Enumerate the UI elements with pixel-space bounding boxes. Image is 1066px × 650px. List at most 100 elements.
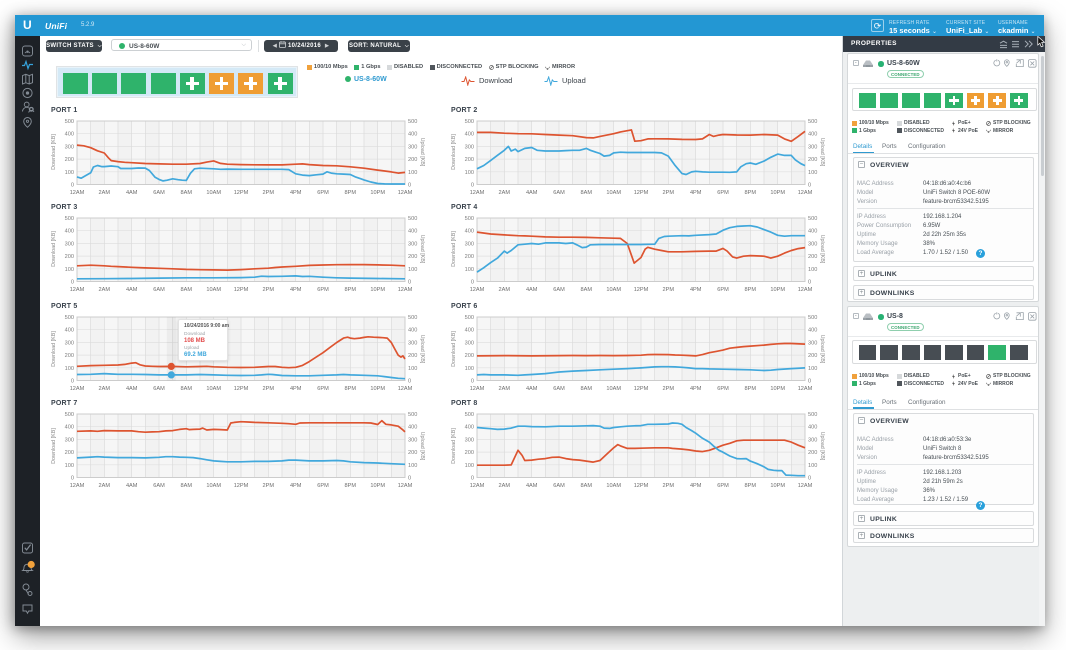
svg-text:12AM: 12AM: [69, 287, 84, 293]
svg-text:6AM: 6AM: [553, 386, 565, 392]
svg-text:0: 0: [470, 476, 473, 482]
svg-text:500: 500: [464, 119, 473, 125]
svg-text:300: 300: [808, 437, 817, 443]
svg-text:400: 400: [64, 425, 73, 431]
svg-text:4PM: 4PM: [689, 190, 701, 196]
svg-text:300: 300: [408, 340, 417, 346]
svg-text:8AM: 8AM: [580, 190, 592, 196]
svg-text:4PM: 4PM: [689, 287, 701, 293]
svg-text:12AM: 12AM: [397, 483, 412, 489]
svg-text:100: 100: [64, 463, 73, 469]
svg-text:8AM: 8AM: [180, 386, 192, 392]
svg-text:6AM: 6AM: [153, 287, 165, 293]
svg-text:0: 0: [70, 379, 73, 385]
svg-text:8PM: 8PM: [344, 287, 356, 293]
svg-text:12PM: 12PM: [633, 386, 648, 392]
svg-text:6PM: 6PM: [717, 190, 729, 196]
svg-text:200: 200: [464, 450, 473, 456]
svg-text:10PM: 10PM: [370, 190, 385, 196]
svg-text:10PM: 10PM: [770, 483, 785, 489]
svg-text:200: 200: [64, 353, 73, 359]
svg-text:10PM: 10PM: [370, 483, 385, 489]
svg-text:100: 100: [408, 169, 417, 175]
svg-text:2PM: 2PM: [662, 483, 674, 489]
svg-text:2PM: 2PM: [262, 287, 274, 293]
svg-text:10AM: 10AM: [606, 287, 621, 293]
svg-text:100: 100: [408, 463, 417, 469]
svg-text:12AM: 12AM: [797, 483, 812, 489]
svg-text:400: 400: [408, 131, 417, 137]
svg-text:6PM: 6PM: [317, 190, 329, 196]
svg-text:10AM: 10AM: [606, 190, 621, 196]
svg-text:500: 500: [464, 412, 473, 418]
svg-text:200: 200: [808, 157, 817, 163]
svg-text:500: 500: [64, 315, 73, 321]
svg-text:12AM: 12AM: [397, 190, 412, 196]
svg-text:8AM: 8AM: [180, 190, 192, 196]
svg-text:200: 200: [408, 353, 417, 359]
svg-text:200: 200: [408, 450, 417, 456]
svg-text:200: 200: [408, 157, 417, 163]
svg-text:6AM: 6AM: [153, 483, 165, 489]
svg-text:8PM: 8PM: [744, 483, 756, 489]
svg-text:500: 500: [408, 412, 417, 418]
svg-text:10AM: 10AM: [206, 386, 221, 392]
svg-text:2PM: 2PM: [662, 287, 674, 293]
svg-text:400: 400: [408, 328, 417, 334]
svg-text:0: 0: [808, 182, 811, 188]
svg-text:4PM: 4PM: [289, 190, 301, 196]
svg-text:4AM: 4AM: [125, 287, 137, 293]
svg-text:100: 100: [464, 266, 473, 272]
svg-text:4PM: 4PM: [289, 287, 301, 293]
svg-text:200: 200: [64, 450, 73, 456]
svg-text:4AM: 4AM: [525, 483, 537, 489]
svg-text:8AM: 8AM: [180, 483, 192, 489]
svg-text:500: 500: [64, 216, 73, 222]
svg-text:100: 100: [64, 169, 73, 175]
svg-text:500: 500: [464, 216, 473, 222]
svg-text:6PM: 6PM: [317, 386, 329, 392]
svg-text:12AM: 12AM: [797, 190, 812, 196]
svg-text:300: 300: [464, 340, 473, 346]
svg-text:4PM: 4PM: [689, 483, 701, 489]
svg-text:400: 400: [464, 328, 473, 334]
svg-text:400: 400: [64, 228, 73, 234]
svg-text:0: 0: [408, 379, 411, 385]
svg-text:2PM: 2PM: [262, 386, 274, 392]
svg-text:4PM: 4PM: [689, 386, 701, 392]
svg-text:300: 300: [464, 144, 473, 150]
svg-text:500: 500: [408, 216, 417, 222]
svg-text:2PM: 2PM: [262, 483, 274, 489]
svg-text:6PM: 6PM: [717, 287, 729, 293]
svg-text:2AM: 2AM: [498, 386, 510, 392]
svg-text:2AM: 2AM: [498, 190, 510, 196]
svg-text:12AM: 12AM: [469, 190, 484, 196]
svg-text:400: 400: [464, 228, 473, 234]
svg-text:100: 100: [64, 366, 73, 372]
svg-text:0: 0: [470, 182, 473, 188]
svg-text:100: 100: [808, 463, 817, 469]
svg-text:400: 400: [408, 425, 417, 431]
svg-text:12AM: 12AM: [397, 386, 412, 392]
svg-text:4PM: 4PM: [289, 386, 301, 392]
svg-text:2AM: 2AM: [498, 483, 510, 489]
svg-text:6PM: 6PM: [717, 386, 729, 392]
svg-text:300: 300: [64, 144, 73, 150]
svg-text:300: 300: [808, 144, 817, 150]
svg-text:4AM: 4AM: [125, 386, 137, 392]
svg-text:12PM: 12PM: [233, 287, 248, 293]
svg-text:2PM: 2PM: [662, 386, 674, 392]
svg-text:2PM: 2PM: [662, 190, 674, 196]
svg-text:8PM: 8PM: [744, 190, 756, 196]
svg-text:0: 0: [70, 476, 73, 482]
svg-text:12AM: 12AM: [469, 386, 484, 392]
svg-text:6AM: 6AM: [553, 483, 565, 489]
svg-text:400: 400: [808, 328, 817, 334]
svg-text:12AM: 12AM: [69, 483, 84, 489]
svg-text:12AM: 12AM: [797, 386, 812, 392]
svg-text:12PM: 12PM: [633, 483, 648, 489]
svg-text:100: 100: [408, 266, 417, 272]
svg-text:100: 100: [464, 169, 473, 175]
svg-text:6AM: 6AM: [153, 190, 165, 196]
svg-text:8PM: 8PM: [344, 386, 356, 392]
